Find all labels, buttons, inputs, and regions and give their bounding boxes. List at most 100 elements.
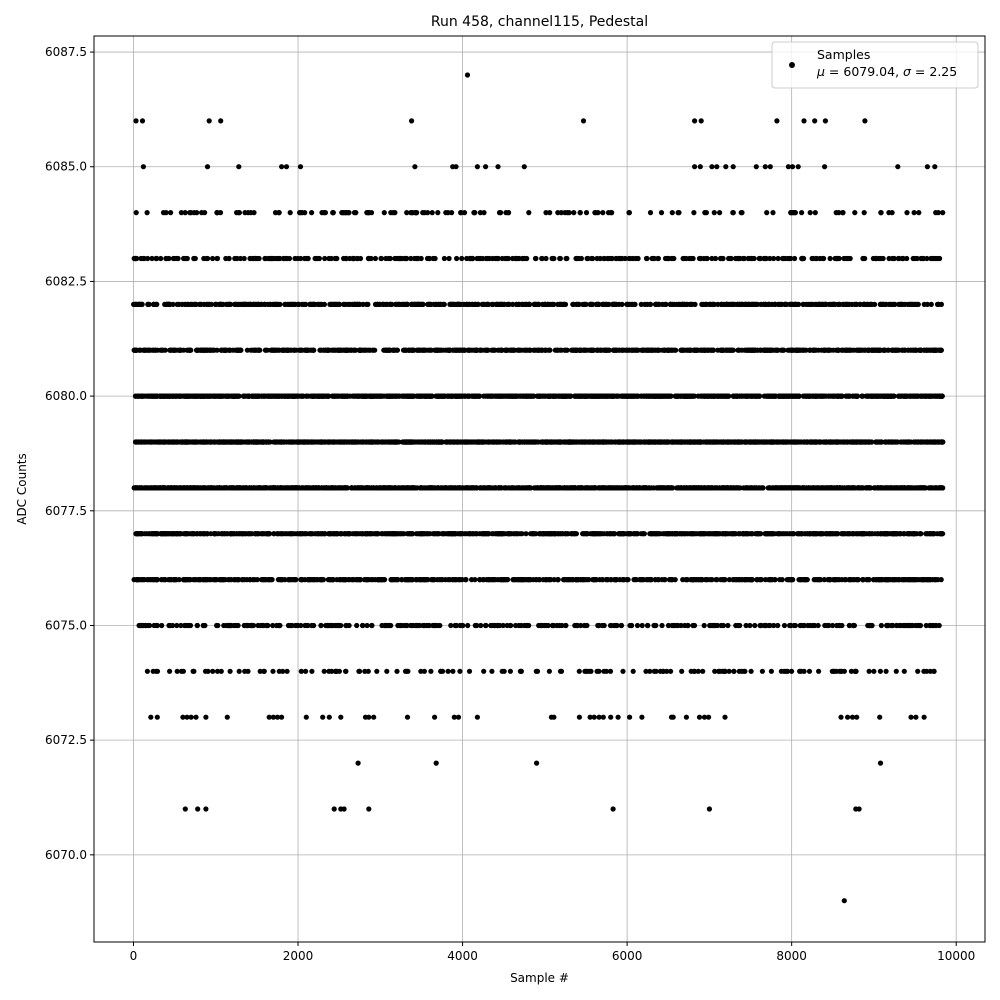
data-point: [422, 210, 428, 216]
data-point: [295, 255, 301, 262]
data-point: [792, 255, 798, 262]
data-point: [562, 347, 568, 353]
data-point: [677, 439, 683, 445]
data-point: [896, 301, 903, 307]
data-point: [189, 439, 195, 445]
data-point: [618, 255, 624, 262]
data-point: [799, 255, 806, 262]
data-point: [840, 210, 846, 216]
data-point: [495, 255, 501, 262]
data-point: [158, 347, 164, 353]
data-point: [904, 210, 910, 216]
data-point: [849, 301, 855, 307]
data-point: [302, 255, 308, 262]
data-point: [767, 255, 773, 262]
data-point: [719, 301, 725, 307]
data-point: [932, 347, 939, 353]
data-point: [191, 301, 198, 307]
data-point: [905, 347, 911, 353]
data-point: [240, 393, 246, 399]
data-point: [638, 301, 644, 307]
data-point: [715, 301, 721, 307]
data-point: [793, 393, 799, 399]
data-point: [843, 393, 849, 399]
data-point: [638, 439, 644, 445]
data-point: [692, 301, 698, 307]
data-point: [277, 393, 283, 399]
data-point: [524, 255, 530, 262]
data-point: [913, 301, 919, 307]
data-point: [866, 347, 872, 353]
data-point: [828, 301, 834, 307]
data-point: [590, 255, 596, 262]
data-point: [694, 347, 700, 353]
data-point: [404, 210, 410, 216]
data-point: [763, 255, 769, 262]
data-point: [540, 301, 546, 307]
data-point: [139, 301, 145, 307]
data-point: [788, 210, 794, 216]
data-point: [432, 255, 438, 262]
data-point: [889, 210, 895, 216]
data-point: [394, 439, 400, 445]
data-point: [857, 301, 863, 307]
data-point: [832, 301, 838, 307]
data-point: [378, 439, 384, 445]
data-point: [908, 301, 914, 307]
data-point: [510, 393, 516, 399]
data-point: [555, 210, 561, 216]
data-point: [914, 255, 920, 262]
data-point: [246, 301, 253, 307]
data-point: [246, 439, 253, 445]
data-point: [145, 255, 151, 262]
data-point: [397, 255, 403, 262]
data-point: [785, 439, 791, 445]
data-point: [453, 347, 459, 353]
data-point: [335, 347, 341, 353]
data-point: [479, 439, 485, 445]
data-point: [214, 210, 220, 216]
data-point: [513, 255, 519, 262]
data-point: [276, 210, 282, 216]
data-point: [362, 347, 368, 353]
data-point: [790, 301, 796, 307]
data-point: [142, 393, 148, 399]
data-point: [291, 439, 297, 445]
data-point: [408, 210, 414, 216]
data-point: [807, 393, 813, 399]
data-point: [764, 210, 770, 216]
data-point: [390, 210, 396, 216]
data-point: [532, 301, 538, 307]
data-point: [408, 255, 414, 262]
data-point: [652, 439, 658, 445]
data-point: [328, 301, 334, 307]
data-point: [744, 301, 750, 307]
data-point: [600, 210, 606, 216]
data-point: [278, 439, 284, 445]
data-point: [187, 301, 194, 307]
data-point: [500, 439, 506, 445]
data-point: [904, 255, 910, 262]
data-point: [873, 255, 880, 262]
data-point: [310, 347, 316, 353]
data-point: [913, 347, 919, 353]
data-point: [255, 393, 262, 399]
data-point: [331, 301, 338, 307]
data-point: [339, 393, 345, 399]
data-point: [483, 255, 489, 262]
data-point: [216, 301, 222, 307]
data-point: [886, 255, 892, 262]
data-point: [299, 393, 306, 399]
data-point: [539, 255, 545, 262]
data-point: [940, 210, 946, 216]
data-point: [631, 439, 637, 445]
data-point: [446, 347, 453, 353]
data-point: [898, 439, 904, 445]
data-point: [806, 347, 813, 353]
data-point: [384, 393, 390, 399]
data-point: [645, 439, 652, 445]
data-point: [723, 347, 729, 353]
data-point: [704, 255, 710, 262]
data-point: [308, 439, 314, 445]
data-point: [330, 210, 336, 216]
